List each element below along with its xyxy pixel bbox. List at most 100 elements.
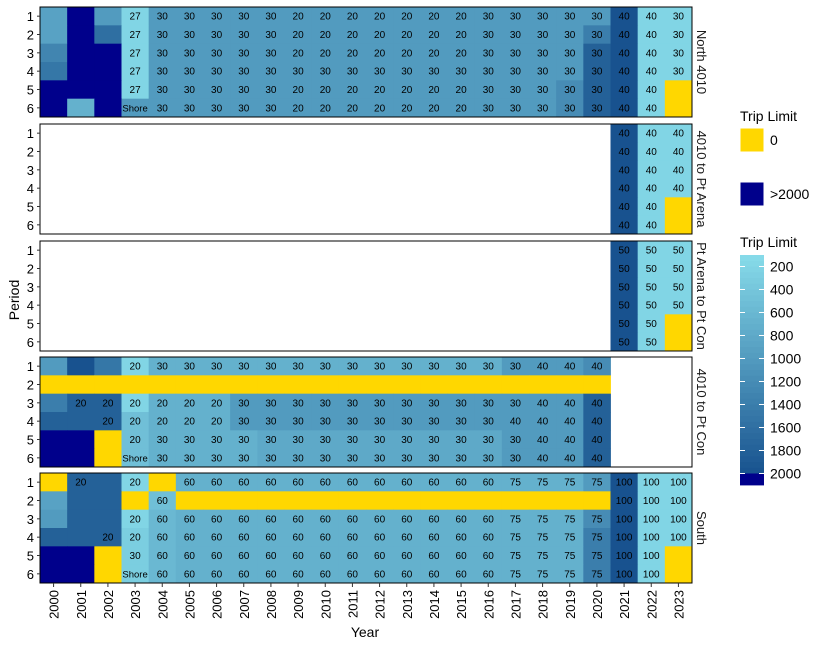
heat-cell: [175, 43, 204, 63]
colorbar-label: 600: [770, 305, 794, 321]
heat-cell: [121, 528, 150, 547]
heat-cell: [393, 491, 421, 511]
heat-cell: [664, 215, 693, 235]
heat-cell: [94, 25, 122, 45]
cell-label: 30: [428, 67, 440, 78]
cell-label: 50: [619, 282, 631, 293]
heat-cell: [529, 509, 557, 529]
cell-label: 60: [401, 533, 413, 544]
heat-cell: [94, 412, 122, 431]
heat-cell: [175, 491, 204, 511]
heat-cell: [311, 473, 340, 492]
cell-label: 30: [401, 417, 413, 428]
y-tick-label: 4: [27, 181, 34, 196]
y-tick-label: 6: [27, 101, 34, 116]
cell-label: 60: [184, 569, 196, 580]
heat-cell: [67, 491, 95, 511]
legend-title: Trip Limit: [740, 108, 797, 124]
heat-cell: [366, 564, 394, 584]
heat-cell: [393, 25, 421, 45]
heat-cell: [556, 528, 584, 547]
heat-cell: [637, 241, 666, 260]
heat-cell: [447, 564, 476, 584]
heat-cell: [230, 564, 258, 584]
heat-cell: [203, 393, 231, 413]
y-tick-label: 2: [27, 145, 34, 160]
cell-label: 75: [591, 478, 603, 489]
heat-cell: [148, 80, 177, 100]
cell-label: 40: [619, 202, 631, 213]
heat-cell: [338, 430, 367, 450]
heat-cell: [529, 25, 557, 45]
cell-label: 30: [184, 362, 196, 373]
heat-cell: [637, 314, 666, 334]
cell-label: 100: [670, 478, 687, 489]
heat-cell: [148, 509, 177, 529]
heat-cell: [637, 215, 666, 235]
heat-cell: [175, 430, 204, 450]
heat-cell: [284, 98, 313, 118]
cell-label: 60: [401, 569, 413, 580]
cell-label: 30: [483, 67, 495, 78]
cell-label: 30: [211, 435, 223, 446]
y-tick-label: 6: [27, 567, 34, 582]
heat-cell: [175, 62, 204, 81]
heat-cell: [637, 7, 666, 26]
colorbar-segment: [740, 358, 764, 365]
y-tick-label: 1: [27, 9, 34, 24]
cell-label: 20: [320, 103, 332, 114]
cell-label: 30: [673, 12, 685, 23]
strip-label: Pt Arena to Pt Con: [694, 242, 709, 350]
heat-cell: [94, 7, 122, 26]
y-tick-label: 1: [27, 243, 34, 258]
cell-label: 100: [643, 551, 660, 562]
cell-label: 20: [374, 30, 386, 41]
cell-label: 30: [157, 453, 169, 464]
heat-cell: [610, 160, 639, 180]
heat-cell: [637, 25, 666, 45]
heat-cell: [393, 528, 421, 547]
heat-cell: [67, 528, 95, 547]
heat-cell: [610, 124, 639, 143]
heat-cell: [67, 412, 95, 431]
cell-label: 30: [320, 417, 332, 428]
cell-label: 60: [157, 496, 169, 507]
cell-label: 30: [564, 67, 576, 78]
cell-label: 40: [591, 398, 603, 409]
cell-label: 75: [564, 569, 576, 580]
heat-cell: [257, 375, 285, 395]
heat-cell: [257, 546, 285, 566]
heat-cell: [501, 98, 530, 118]
heat-cell: [203, 375, 231, 395]
cell-label: 30: [456, 67, 468, 78]
colorbar-segment: [740, 255, 764, 262]
cell-label: 20: [347, 85, 359, 96]
x-tick-label: 2004: [155, 590, 170, 619]
heat-cell: [338, 43, 367, 63]
heat-cell: [94, 62, 122, 81]
cell-label: 75: [591, 551, 603, 562]
cell-label: 100: [643, 496, 660, 507]
heat-cell: [67, 7, 95, 26]
heat-cell: [203, 448, 231, 468]
heat-cell: [230, 430, 258, 450]
colorbar-segment: [740, 421, 764, 428]
heat-cell: [230, 473, 258, 492]
cell-label: 30: [537, 30, 549, 41]
heat-cell: [203, 546, 231, 566]
heat-cell: [393, 375, 421, 395]
x-tick-label: 2006: [210, 590, 225, 619]
heat-cell: [175, 473, 204, 492]
heat-cell: [637, 43, 666, 63]
cell-label: 30: [591, 85, 603, 96]
heat-cell: [637, 332, 666, 352]
cell-label: 75: [537, 514, 549, 525]
cell-label: 50: [646, 301, 658, 312]
cell-label: 30: [456, 398, 468, 409]
heat-cell: [203, 357, 231, 376]
heat-cell: [148, 43, 177, 63]
heat-cell: [311, 393, 340, 413]
heat-cell: [311, 430, 340, 450]
heat-cell: [447, 62, 476, 81]
cell-label: 40: [646, 220, 658, 231]
